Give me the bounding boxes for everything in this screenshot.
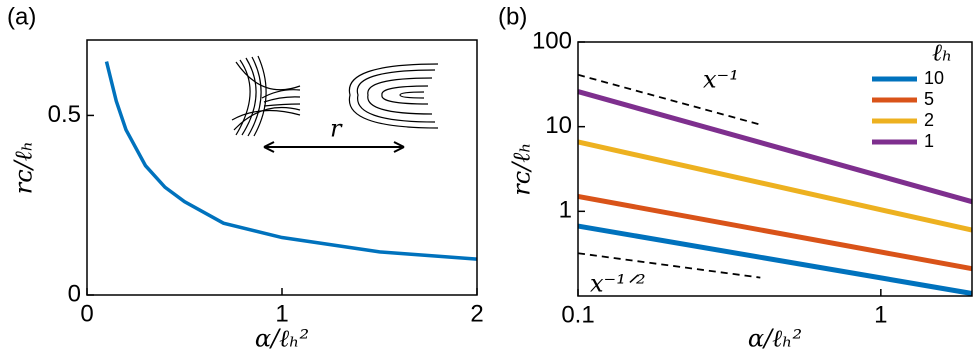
x-axis-label: α/ℓₕ² [255, 325, 309, 353]
x-tick-label: 2 [470, 300, 483, 327]
legend-label: 5 [924, 89, 934, 109]
reference-label: x⁻¹ᐟ² [590, 270, 646, 298]
x-tick-label: 1 [275, 300, 288, 327]
legend-label: 10 [924, 68, 944, 88]
y-tick-label: 0 [68, 280, 81, 307]
data-line [577, 223, 973, 296]
annotation: r [330, 115, 343, 143]
y-tick-label: 1 [559, 197, 572, 224]
x-axis-label: α/ℓₕ² [748, 325, 802, 353]
reference-line [577, 73, 759, 126]
y-tick-label: 0.5 [48, 101, 81, 128]
legend-label: 1 [924, 131, 934, 151]
plot-frame [577, 41, 973, 297]
y-tick-label: 100 [532, 27, 572, 54]
y-axis-label: rᴄ/ℓₕ [508, 142, 536, 195]
x-tick-label: 0.1 [561, 301, 594, 328]
legend-label: 2 [924, 110, 934, 130]
data-line [577, 139, 973, 233]
x-tick-label: 0 [80, 300, 93, 327]
y-axis-label: rᴄ/ℓₕ [10, 141, 38, 194]
data-line [577, 193, 973, 272]
y-tick-label: 10 [545, 112, 572, 139]
x-tick-label: 1 [874, 301, 887, 328]
inset-diagram [231, 55, 439, 153]
reference-label: x⁻¹ [703, 65, 739, 93]
reference-line [577, 252, 761, 279]
panel-label: (b) [498, 3, 527, 30]
legend-title: ℓₕ [932, 39, 952, 67]
panel-label: (a) [7, 3, 36, 30]
data-line [577, 89, 973, 205]
data-line [104, 61, 478, 261]
